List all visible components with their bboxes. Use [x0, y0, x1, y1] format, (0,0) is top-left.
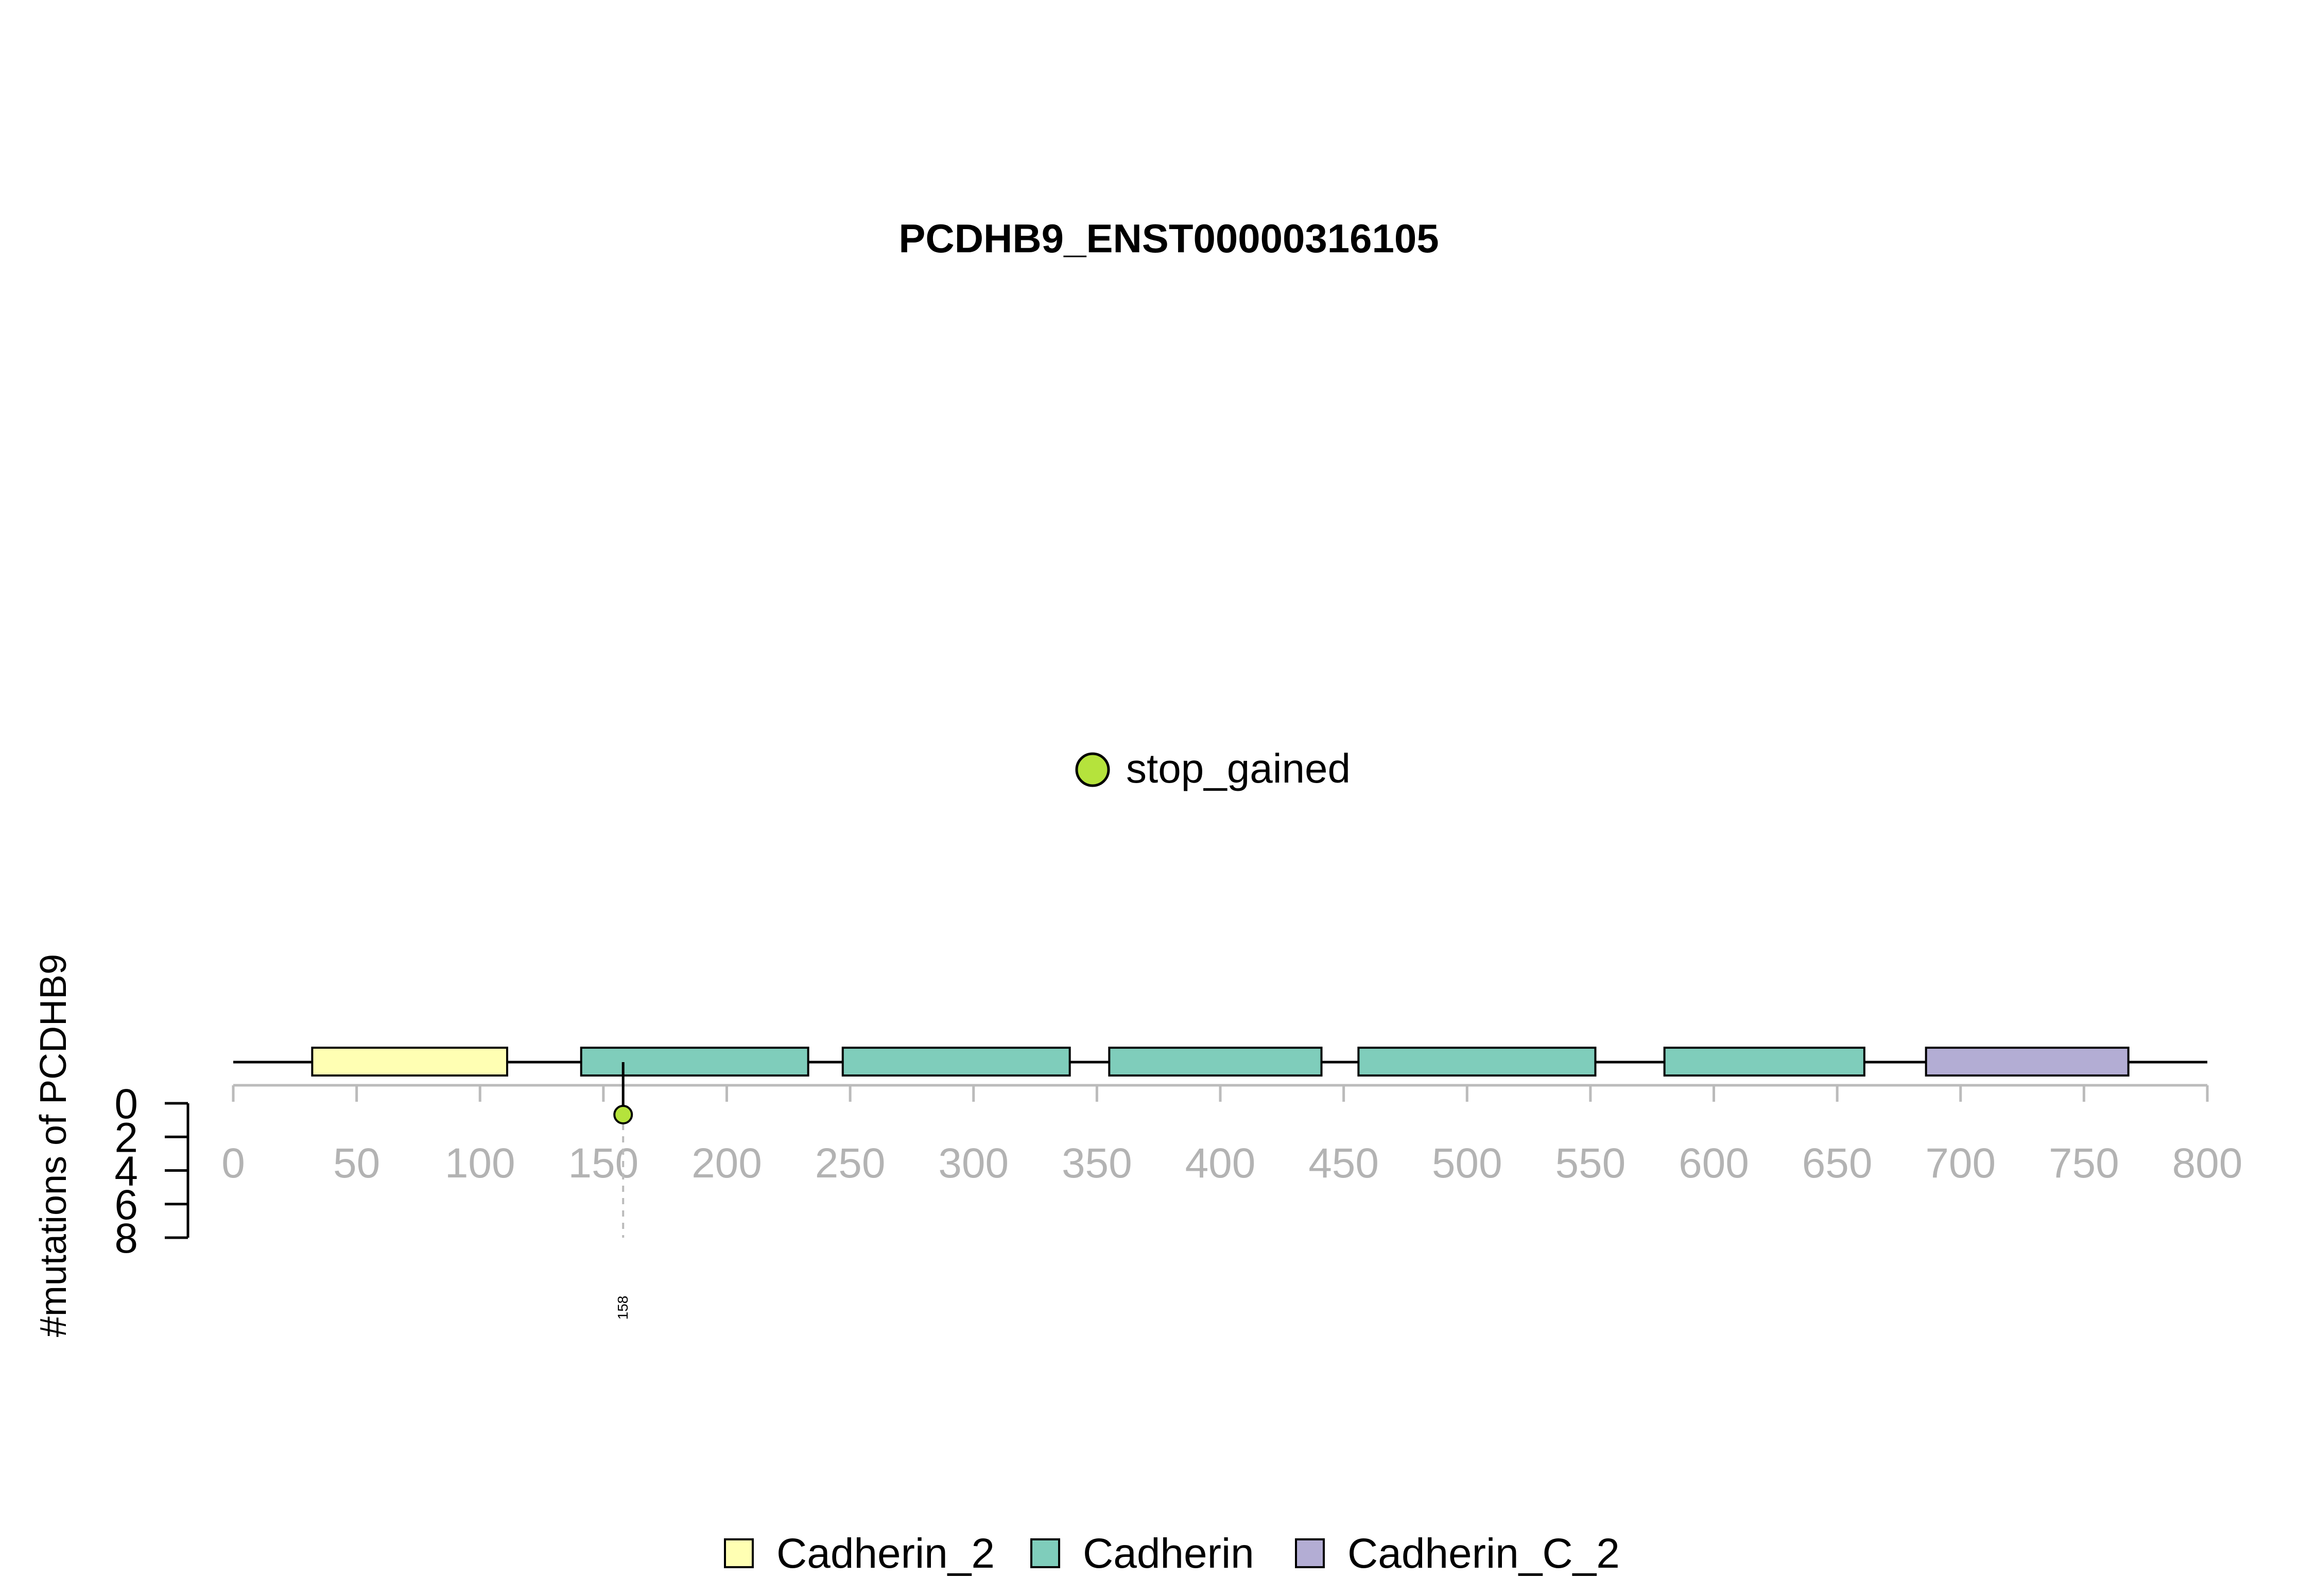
domain-legend: Cadherin_2 Cadherin Cadherin_C_2 — [724, 1530, 1620, 1577]
domain-legend-label: Cadherin — [1083, 1530, 1254, 1577]
mutation-track: 158 — [613, 1062, 633, 1320]
domain-cadherin-5 — [1357, 1047, 1597, 1077]
x-tick-label: 550 — [1555, 1140, 1626, 1187]
domain-legend-swatch — [724, 1538, 754, 1568]
x-tick-label: 350 — [1062, 1140, 1132, 1187]
domain-legend-label: Cadherin_2 — [776, 1530, 995, 1577]
domain-legend-label: Cadherin_C_2 — [1347, 1530, 1620, 1577]
y-axis-label: #mutations of PCDHB9 — [33, 954, 74, 1337]
x-tick-label: 500 — [1432, 1140, 1502, 1187]
x-tick-label: 150 — [568, 1140, 638, 1187]
x-tick-label: 450 — [1308, 1140, 1379, 1187]
x-tick-label: 200 — [691, 1140, 762, 1187]
legend-marker-stop-gained — [1075, 752, 1110, 787]
domain-cadherin-3 — [841, 1047, 1071, 1077]
legend-label-stop-gained: stop_gained — [1126, 745, 1351, 791]
x-tick-label: 100 — [445, 1140, 515, 1187]
mutation-point — [613, 1105, 633, 1124]
x-tick-label: 0 — [221, 1140, 245, 1187]
x-tick-label: 750 — [2049, 1140, 2119, 1187]
mutation-legend: stop_gained — [1075, 745, 1351, 791]
domain-cadherin-2 — [580, 1047, 809, 1077]
x-tick-label: 700 — [1925, 1140, 1996, 1187]
x-tick-label: 250 — [815, 1140, 886, 1187]
domain-track — [311, 1047, 2130, 1077]
y-tick-label: 4 — [114, 1148, 138, 1195]
x-axis: 0 50 100 150 200 250 300 350 400 450 500 550 600 650 7… — [221, 1084, 2243, 1187]
domain-cadherin-4 — [1108, 1047, 1323, 1077]
domain-cadherin-6 — [1663, 1047, 1865, 1077]
x-tick-label: 300 — [938, 1140, 1009, 1187]
x-tick-label: 400 — [1185, 1140, 1256, 1187]
y-tick-label: 8 — [114, 1215, 138, 1262]
domain-legend-swatch — [1030, 1538, 1060, 1568]
x-tick-label: 650 — [1802, 1140, 1873, 1187]
x-tick-label: 600 — [1679, 1140, 1749, 1187]
domain-cadherin-c-2-7 — [1925, 1047, 2130, 1077]
x-tick-label: 800 — [2172, 1140, 2243, 1187]
domain-legend-swatch — [1295, 1538, 1325, 1568]
y-tick-label: 6 — [114, 1182, 138, 1228]
y-tick-label: 2 — [114, 1114, 138, 1161]
x-tick-label: 50 — [333, 1140, 380, 1187]
y-tick-label: 0 — [114, 1081, 138, 1127]
mutation-position-label: 158 — [615, 1296, 631, 1320]
chart-title: PCDHB9_ENST00000316105 — [898, 216, 1439, 261]
domain-cadherin-2-1 — [311, 1047, 508, 1077]
